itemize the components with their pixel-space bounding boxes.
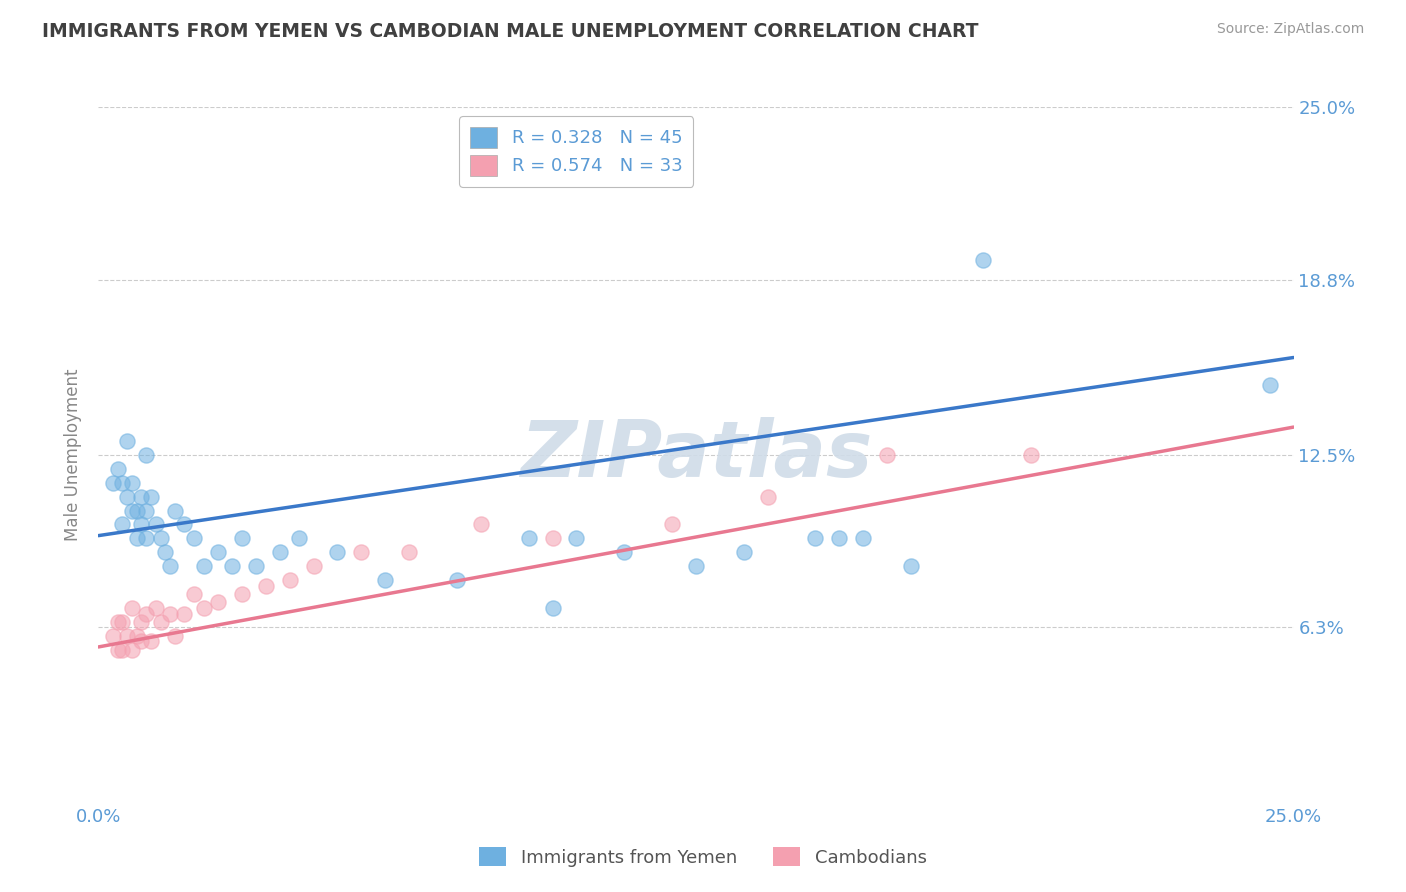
Point [121, 601, 143, 615]
Point [398, 545, 420, 559]
Point [125, 629, 148, 643]
Point [107, 642, 129, 657]
Point [135, 532, 157, 546]
Point [115, 434, 138, 448]
Text: IMMIGRANTS FROM YEMEN VS CAMBODIAN MALE UNEMPLOYMENT CORRELATION CHART: IMMIGRANTS FROM YEMEN VS CAMBODIAN MALE … [42, 22, 979, 41]
Point [183, 532, 205, 546]
Point [661, 517, 683, 532]
Point [685, 559, 707, 574]
Point [972, 253, 994, 268]
Y-axis label: Male Unemployment: Male Unemployment [65, 368, 83, 541]
Point [193, 601, 215, 615]
Point [107, 615, 129, 629]
Point [159, 559, 181, 574]
Point [131, 490, 153, 504]
Point [231, 587, 253, 601]
Point [125, 503, 148, 517]
Point [221, 559, 243, 574]
Point [101, 629, 124, 643]
Point [804, 532, 827, 546]
Point [121, 642, 143, 657]
Point [852, 532, 875, 546]
Point [350, 545, 373, 559]
Point [269, 545, 291, 559]
Point [1019, 448, 1042, 462]
Point [756, 490, 779, 504]
Point [139, 634, 162, 648]
Point [115, 629, 138, 643]
Point [183, 587, 205, 601]
Point [876, 448, 898, 462]
Point [101, 475, 124, 490]
Point [900, 559, 922, 574]
Point [828, 532, 851, 546]
Point [193, 559, 215, 574]
Point [115, 490, 138, 504]
Text: ZIPatlas: ZIPatlas [520, 417, 872, 493]
Point [135, 448, 157, 462]
Point [145, 517, 167, 532]
Point [155, 545, 177, 559]
Point [135, 607, 157, 621]
Point [613, 545, 636, 559]
Point [446, 573, 468, 587]
Text: Source: ZipAtlas.com: Source: ZipAtlas.com [1216, 22, 1364, 37]
Point [278, 573, 301, 587]
Point [517, 532, 540, 546]
Point [470, 517, 492, 532]
Point [159, 607, 181, 621]
Point [145, 601, 167, 615]
Point [207, 545, 229, 559]
Point [121, 503, 143, 517]
Point [374, 573, 396, 587]
Point [149, 615, 172, 629]
Point [326, 545, 349, 559]
Point [131, 615, 153, 629]
Point [135, 503, 157, 517]
Point [541, 532, 564, 546]
Point [131, 517, 153, 532]
Point [111, 642, 134, 657]
Point [541, 601, 564, 615]
Point [173, 607, 195, 621]
Point [231, 532, 253, 546]
Point [207, 595, 229, 609]
Point [107, 462, 129, 476]
Point [111, 475, 134, 490]
Point [131, 634, 153, 648]
Point [163, 503, 186, 517]
Point [139, 490, 162, 504]
Point [111, 615, 134, 629]
Point [121, 475, 143, 490]
Point [173, 517, 195, 532]
Point [1258, 378, 1281, 392]
Point [111, 517, 134, 532]
Point [288, 532, 311, 546]
Point [565, 532, 588, 546]
Point [733, 545, 755, 559]
Point [245, 559, 267, 574]
Point [254, 579, 277, 593]
Legend: R = 0.328   N = 45, R = 0.574   N = 33: R = 0.328 N = 45, R = 0.574 N = 33 [460, 116, 693, 186]
Point [149, 532, 172, 546]
Point [302, 559, 325, 574]
Point [163, 629, 186, 643]
Point [125, 532, 148, 546]
Legend: Immigrants from Yemen, Cambodians: Immigrants from Yemen, Cambodians [472, 840, 934, 874]
